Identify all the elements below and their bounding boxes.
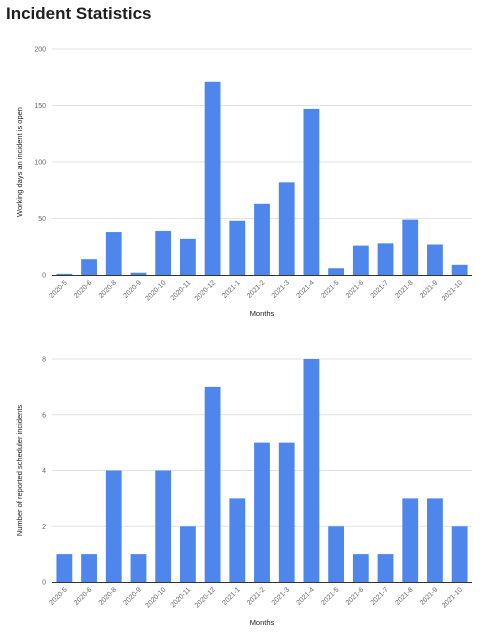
bars (56, 81, 468, 275)
bar (130, 272, 147, 275)
y-tick-label: 100 (34, 160, 46, 167)
bar (56, 273, 73, 275)
x-tick-label: 2020-6 (73, 586, 93, 606)
bar (105, 470, 122, 582)
bar (155, 470, 172, 582)
bar (204, 81, 221, 275)
bar (352, 554, 369, 582)
x-tick-label: 2021-8 (394, 586, 414, 606)
y-gridlines (52, 48, 472, 219)
x-tick-label: 2020-8 (98, 586, 118, 606)
bars (56, 359, 468, 582)
y-tick-labels: 0 2 4 6 8 (42, 357, 46, 587)
x-tick-label: 2020-8 (98, 279, 118, 299)
y-tick-labels: 0 50 100 150 200 (34, 47, 46, 280)
y-tick-label: 50 (38, 216, 46, 223)
x-tick-label: 2020-12 (194, 586, 217, 609)
x-axis-title: Months (250, 618, 275, 627)
x-tick-label: 2021-9 (419, 586, 439, 606)
bar (81, 554, 97, 582)
page-title: Incident Statistics (6, 4, 152, 23)
x-tick-label: 2021-1 (221, 279, 241, 299)
bar (303, 359, 320, 582)
y-tick-label: 0 (42, 273, 46, 280)
bar (179, 526, 196, 582)
bar (328, 526, 345, 582)
x-tick-label: 2020-12 (194, 279, 217, 302)
x-tick-label: 2021-7 (370, 279, 390, 299)
bar (229, 498, 246, 582)
bar (278, 182, 295, 275)
x-tick-label: 2020-11 (170, 586, 193, 609)
bar (81, 259, 97, 275)
bar (254, 203, 270, 275)
x-tick-label: 2020-5 (48, 586, 68, 606)
bar (377, 243, 394, 275)
y-tick-label: 150 (34, 103, 46, 110)
x-tick-labels: 2020-5 2020-6 2020-8 2020-9 2020-10 2020-11 20… (48, 586, 464, 609)
bar (303, 108, 320, 275)
x-tick-label: 2021-10 (441, 279, 464, 302)
bar (204, 386, 221, 582)
x-tick-label: 2020-6 (73, 279, 93, 299)
y-axis-title: Working days an incident is open (15, 107, 24, 217)
x-tick-label: 2021-4 (295, 586, 315, 606)
x-tick-label: 2020-9 (123, 279, 143, 299)
y-tick-label: 6 (42, 412, 46, 419)
x-tick-label: 2020-10 (144, 279, 167, 302)
x-tick-label: 2021-2 (246, 586, 266, 606)
y-tick-label: 4 (42, 468, 46, 475)
y-axis-title: Number of reported scheduler incidents (15, 405, 24, 537)
bar (377, 554, 394, 582)
x-tick-label: 2021-4 (295, 279, 315, 299)
bar (130, 554, 147, 582)
bar (352, 245, 369, 275)
bar (254, 442, 270, 582)
x-tick-label: 2021-5 (320, 586, 340, 606)
y-tick-label: 200 (34, 47, 46, 54)
y-tick-label: 8 (42, 357, 46, 364)
y-tick-label: 2 (42, 524, 46, 531)
bar (427, 244, 443, 275)
x-tick-labels: 2020-5 2020-6 2020-8 2020-9 2020-10 2020-11 20… (48, 279, 464, 302)
bar (427, 498, 443, 582)
bar (451, 526, 468, 582)
bar (105, 232, 122, 275)
bar (155, 230, 172, 275)
bar (56, 554, 73, 582)
x-tick-label: 2021-9 (419, 279, 439, 299)
x-tick-label: 2021-1 (221, 586, 241, 606)
bar (402, 498, 419, 582)
x-tick-label: 2021-3 (271, 586, 291, 606)
x-tick-label: 2021-2 (246, 279, 266, 299)
x-axis-title: Months (250, 309, 275, 318)
bar (229, 220, 246, 275)
bar (278, 442, 295, 582)
bar (451, 264, 468, 275)
x-tick-label: 2020-5 (48, 279, 68, 299)
x-tick-label: 2021-5 (320, 279, 340, 299)
y-tick-label: 0 (42, 580, 46, 587)
x-tick-label: 2020-9 (123, 586, 143, 606)
x-tick-label: 2021-8 (394, 279, 414, 299)
x-tick-label: 2020-10 (144, 586, 167, 609)
bar (402, 219, 419, 275)
x-tick-label: 2021-10 (441, 586, 464, 609)
x-tick-label: 2021-6 (345, 279, 365, 299)
x-tick-label: 2021-7 (370, 586, 390, 606)
bar (328, 268, 345, 275)
x-tick-label: 2021-6 (345, 586, 365, 606)
bar (179, 238, 196, 275)
x-tick-label: 2021-3 (271, 279, 291, 299)
x-tick-label: 2020-11 (170, 279, 193, 302)
